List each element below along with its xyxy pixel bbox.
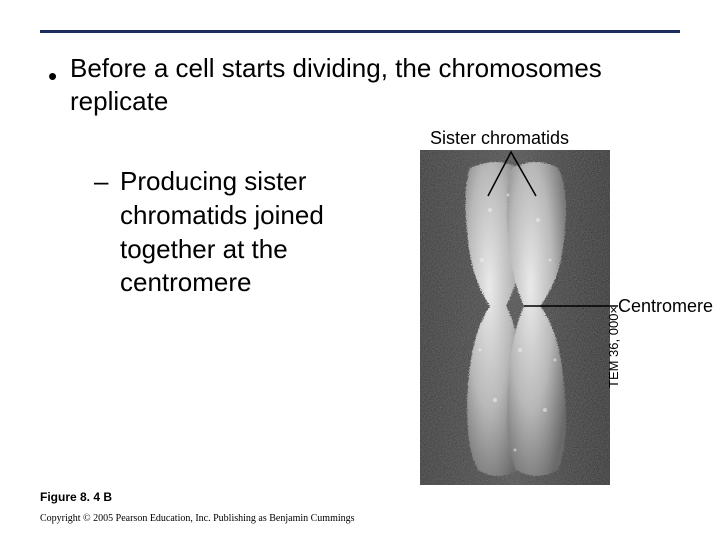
- main-bullet: • Before a cell starts dividing, the chr…: [70, 52, 690, 117]
- chromosome-micrograph: [420, 150, 610, 485]
- label-sister-chromatids: Sister chromatids: [430, 128, 569, 149]
- times-icon: ×: [606, 306, 621, 314]
- label-centromere: Centromere: [618, 296, 713, 317]
- sub-bullet: – Producing sister chromatids joined tog…: [120, 165, 390, 300]
- dash-icon: –: [94, 165, 108, 199]
- copyright-text: Copyright © 2005 Pearson Education, Inc.…: [40, 513, 355, 524]
- main-bullet-text: Before a cell starts dividing, the chrom…: [70, 53, 602, 116]
- bullet-dot-icon: •: [48, 60, 57, 93]
- figure-caption: Figure 8. 4 B: [40, 490, 112, 504]
- sub-bullet-text: Producing sister chromatids joined toget…: [120, 166, 324, 297]
- tem-magnification-label: TEM 36, 000×: [606, 306, 621, 388]
- header-rule: [40, 30, 680, 33]
